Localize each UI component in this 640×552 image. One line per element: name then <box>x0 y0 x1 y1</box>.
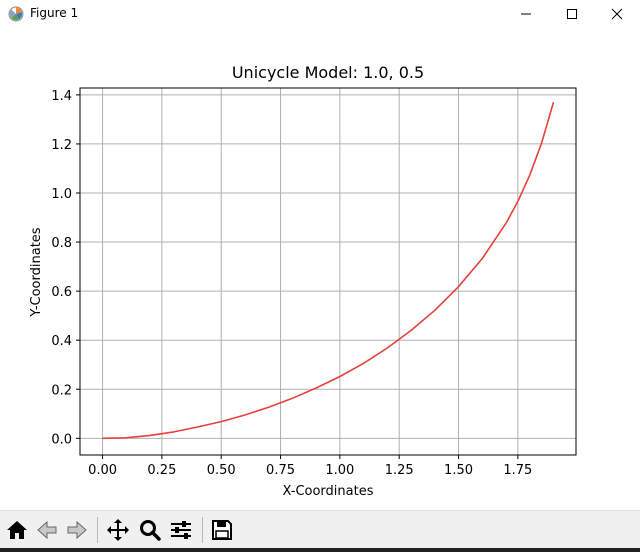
x-tick-label: 0.50 <box>207 463 236 478</box>
y-tick-labels: 0.0 0.2 0.4 0.6 0.8 1.0 1.2 1.4 <box>51 89 72 447</box>
zoom-icon <box>140 520 161 541</box>
y-tick-label: 1.2 <box>51 138 72 153</box>
chart-title: Unicycle Model: 1.0, 0.5 <box>232 63 424 82</box>
close-button[interactable] <box>594 0 640 28</box>
forward-icon <box>67 520 87 540</box>
window-titlebar: Figure 1 <box>0 0 640 28</box>
navigation-toolbar <box>0 510 640 549</box>
home-button[interactable] <box>3 515 31 545</box>
x-tick-label: 0.25 <box>147 463 176 478</box>
configure-subplots-icon <box>171 521 191 539</box>
x-tick-label: 0.75 <box>266 463 295 478</box>
x-axis-label: X-Coordinates <box>283 484 374 499</box>
matplotlib-icon <box>8 6 24 22</box>
x-tick-label: 0.00 <box>88 463 117 478</box>
series-line <box>102 101 555 440</box>
pan-icon <box>107 519 129 541</box>
window-bottom-border <box>0 548 640 552</box>
back-icon <box>37 520 57 540</box>
x-tick-label: 1.25 <box>385 463 414 478</box>
minimize-icon <box>521 13 531 15</box>
pan-button[interactable] <box>104 515 132 545</box>
y-tick-label: 0.0 <box>51 432 72 447</box>
save-button[interactable] <box>208 515 236 545</box>
configure-subplots-button[interactable] <box>167 515 195 545</box>
y-tick-label: 1.0 <box>51 187 72 202</box>
y-axis-label: Y-Coordinates <box>29 227 44 317</box>
y-tick-label: 0.8 <box>51 236 72 251</box>
y-tick-label: 0.2 <box>51 383 72 398</box>
zoom-button[interactable] <box>136 515 164 545</box>
forward-button[interactable] <box>63 515 91 545</box>
maximize-icon <box>567 9 577 19</box>
x-tick-label: 1.00 <box>325 463 354 478</box>
home-icon <box>7 521 27 539</box>
minimize-button[interactable] <box>503 0 549 28</box>
x-tick-label: 1.50 <box>444 463 473 478</box>
maximize-button[interactable] <box>549 0 595 28</box>
window-title: Figure 1 <box>30 6 79 20</box>
figure-canvas[interactable]: 0.00 0.25 0.50 0.75 1.00 1.25 1.50 1.75 0.0 0.2 0… <box>0 28 640 510</box>
toolbar-separator <box>202 517 203 543</box>
toolbar-separator <box>97 517 98 543</box>
grid <box>80 88 576 455</box>
line-chart[interactable]: 0.00 0.25 0.50 0.75 1.00 1.25 1.50 1.75 0.00.20… <box>0 28 640 510</box>
close-icon <box>611 8 623 20</box>
y-tick-label: 0.6 <box>51 285 72 300</box>
axes-frame <box>79 87 577 456</box>
series-lines <box>102 101 555 440</box>
y-tick-label: 1.4 <box>51 89 72 104</box>
save-icon <box>212 520 232 540</box>
back-button[interactable] <box>33 515 61 545</box>
tick-marks <box>76 94 519 459</box>
y-tick-label: 0.4 <box>51 334 72 349</box>
x-tick-label: 1.75 <box>503 463 532 478</box>
x-tick-labels: 0.00 0.25 0.50 0.75 1.00 1.25 1.50 1.75 <box>88 463 532 478</box>
